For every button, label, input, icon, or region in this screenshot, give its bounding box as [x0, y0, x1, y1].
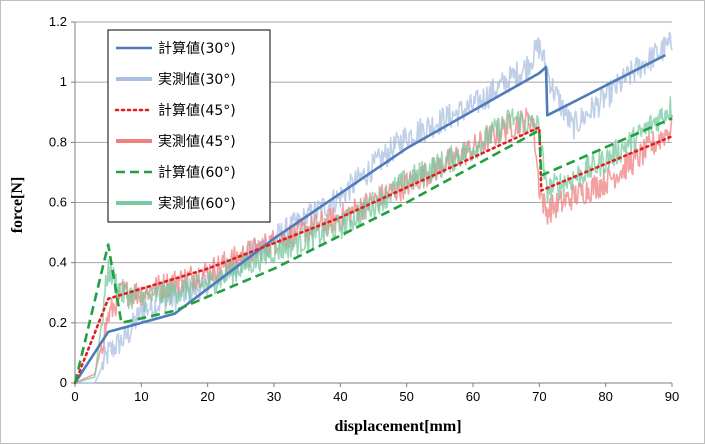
x-tick-label: 60 [466, 389, 480, 404]
y-tick-labels: 0 0.2 0.4 0.6 0.8 1 1.2 [49, 14, 67, 390]
x-tick-label: 0 [71, 389, 78, 404]
x-tick-label: 10 [134, 389, 148, 404]
y-tick-label: 0.6 [49, 195, 67, 210]
x-axis-title: displacement[mm] [334, 418, 461, 435]
legend-entry: 実測値(45°) [158, 134, 236, 150]
legend-entry: 実測値(60°) [158, 196, 236, 212]
legend-entry: 実測値(30°) [158, 72, 236, 88]
series-line [74, 96, 673, 384]
y-tick-label: 1.2 [49, 14, 67, 29]
legend-box [107, 29, 271, 223]
legend-entry: 計算値(30°) [158, 41, 236, 57]
y-tick-label: 1 [60, 74, 67, 89]
series-line [73, 126, 674, 385]
legend-entry: 計算値(45°) [158, 103, 236, 119]
x-tick-label: 40 [333, 389, 347, 404]
y-tick-label: 0 [60, 375, 67, 390]
x-tick-label: 30 [267, 389, 281, 404]
series-line [73, 117, 673, 384]
x-tick-label: 50 [399, 389, 413, 404]
x-tick-label: 90 [665, 389, 679, 404]
y-tick-label: 0.4 [49, 255, 67, 270]
x-tick-label: 20 [200, 389, 214, 404]
series-layer [73, 31, 674, 385]
y-tick-label: 0.2 [49, 315, 67, 330]
legend: 計算値(30°) 実測値(30°) 計算値(45°) 実測値(45°) 計算値(60°)… [107, 29, 271, 223]
series-line [73, 53, 666, 384]
legend-entry: 計算値(60°) [158, 165, 236, 181]
x-tick-labels: 0 10 20 30 40 50 60 70 80 90 [71, 389, 679, 404]
x-tick-label: 70 [532, 389, 546, 404]
x-tick-label: 80 [598, 389, 612, 404]
y-tick-label: 0.8 [49, 134, 67, 149]
y-axis-title: force[N] [9, 177, 26, 234]
